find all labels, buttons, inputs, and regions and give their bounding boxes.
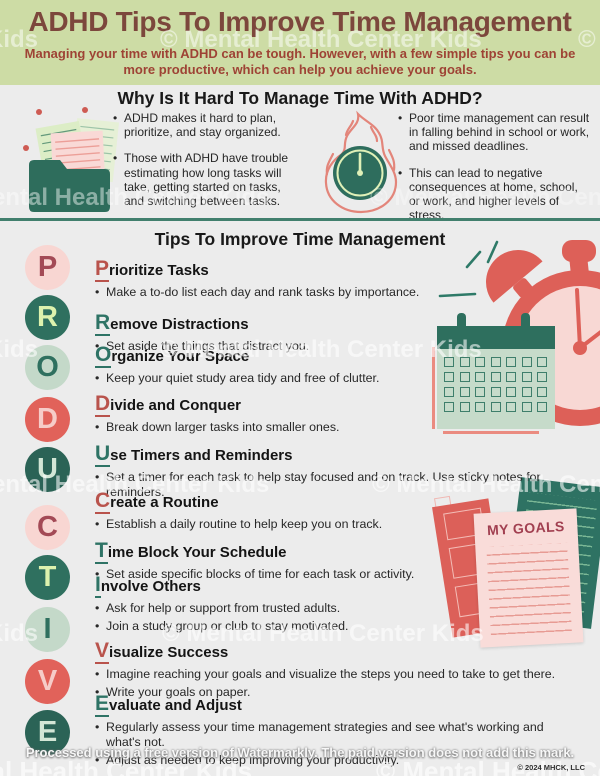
tip-bullet: Make a to-do list each day and rank task… xyxy=(95,285,475,300)
tip-bullet: Ask for help or support from trusted adu… xyxy=(95,601,435,616)
acronym-letter-t: T xyxy=(25,555,70,600)
page-title: ADHD Tips To Improve Time Management xyxy=(28,6,572,37)
tip-divide-and-conquer: Divide and Conquer Break down larger tas… xyxy=(95,392,435,435)
acronym-letter-u: U xyxy=(25,447,70,492)
watermarkly-notice: Processed using a free version of Waterm… xyxy=(25,745,575,760)
why-bullet: This can lead to negative consequences a… xyxy=(398,166,590,223)
calendar-grid xyxy=(444,357,547,412)
folder-with-documents-icon xyxy=(23,107,120,212)
tip-heading: Remove Distractions xyxy=(95,311,249,336)
acronym-letter-v: V xyxy=(25,659,70,704)
tip-time-block-your-schedule: Time Block Your Schedule Set aside speci… xyxy=(95,539,440,582)
tip-create-a-routine: Create a Routine Establish a daily routi… xyxy=(95,489,440,532)
copyright: © 2024 MHCK, LLC xyxy=(517,763,585,772)
goals-paper: MY GOALS xyxy=(473,508,584,648)
tip-organize-your-space: Organize Your Space Keep your quiet stud… xyxy=(95,343,455,386)
acronym-letter-e: E xyxy=(25,710,70,755)
tip-bullet: Break down larger tasks into smaller one… xyxy=(95,420,435,435)
tip-heading: Time Block Your Schedule xyxy=(95,539,287,564)
calendar-accent xyxy=(443,431,539,434)
tip-heading: Evaluate and Adjust xyxy=(95,692,242,717)
acronym-letter-c: C xyxy=(25,505,70,550)
tip-heading: Prioritize Tasks xyxy=(95,257,209,282)
tip-bullet: Establish a daily routine to help keep y… xyxy=(95,517,440,532)
tip-involve-others: Involve Others Ask for help or support f… xyxy=(95,573,435,634)
acronym-letter-r: R xyxy=(25,295,70,340)
tip-bullet: Set aside the things that distract you. xyxy=(95,339,455,354)
tip-bullet: Set aside specific blocks of time for ea… xyxy=(95,567,440,582)
tip-heading: Create a Routine xyxy=(95,489,219,514)
tip-bullet: Keep your quiet study area tidy and free… xyxy=(95,371,455,386)
tip-evaluate-and-adjust: Evaluate and Adjust Regularly assess you… xyxy=(95,692,560,768)
calendar-peg xyxy=(521,313,530,341)
why-section-title: Why Is It Hard To Manage Time With ADHD? xyxy=(117,88,483,108)
page-subtitle: Managing your time with ADHD can be toug… xyxy=(24,46,576,77)
tip-heading: Divide and Conquer xyxy=(95,392,242,417)
tip-bullet: Adjust as needed to keep improving your … xyxy=(95,753,560,768)
section-divider xyxy=(0,218,600,221)
tip-bullet: Write your goals on paper. xyxy=(95,685,595,700)
calendar-body xyxy=(437,349,555,429)
why-bullet: ADHD makes it hard to plan, prioritize, … xyxy=(113,111,295,139)
tip-bullet: Set a timer for each task to help stay f… xyxy=(95,470,595,500)
tip-remove-distractions: Remove Distractions Set aside the things… xyxy=(95,311,455,354)
tip-heading: Visualize Success xyxy=(95,639,229,664)
tip-bullet: Join a study group or club to stay motiv… xyxy=(95,619,435,634)
acronym-letter-i: I xyxy=(25,607,70,652)
calendar-peg xyxy=(457,313,466,341)
checkbox-calendar-illustration xyxy=(432,313,555,435)
calendar-accent xyxy=(432,347,435,429)
my-goals-label: MY GOALS xyxy=(486,518,566,539)
why-bullet: Those with ADHD have trouble estimating … xyxy=(113,151,295,208)
header-band: ADHD Tips To Improve Time Management Man… xyxy=(0,0,600,85)
my-goals-papers-illustration: MY GOALS xyxy=(432,477,600,652)
tip-bullet: Regularly assess your time management st… xyxy=(95,720,560,750)
tip-prioritize-tasks: Prioritize Tasks Make a to-do list each … xyxy=(95,257,475,300)
acronym-letter-p: P xyxy=(25,245,70,290)
why-bullet: Poor time management can result in falli… xyxy=(398,111,590,154)
tip-bullet: Imagine reaching your goals and visualiz… xyxy=(95,667,595,682)
tips-section-title: Tips To Improve Time Management xyxy=(154,229,446,249)
why-left-column: ADHD makes it hard to plan, prioritize, … xyxy=(113,111,295,220)
tip-heading: Organize Your Space xyxy=(95,343,250,368)
tip-use-timers-and-reminders: Use Timers and Reminders Set a timer for… xyxy=(95,442,595,500)
tip-heading: Involve Others xyxy=(95,573,201,598)
tip-visualize-success: Visualize Success Imagine reaching your … xyxy=(95,639,595,700)
acronym-letter-d: D xyxy=(25,397,70,442)
acronym-letter-o: O xyxy=(25,345,70,390)
clock-on-fire-icon xyxy=(324,110,398,214)
why-right-column: Poor time management can result in falli… xyxy=(398,111,590,234)
tip-heading: Use Timers and Reminders xyxy=(95,442,293,467)
